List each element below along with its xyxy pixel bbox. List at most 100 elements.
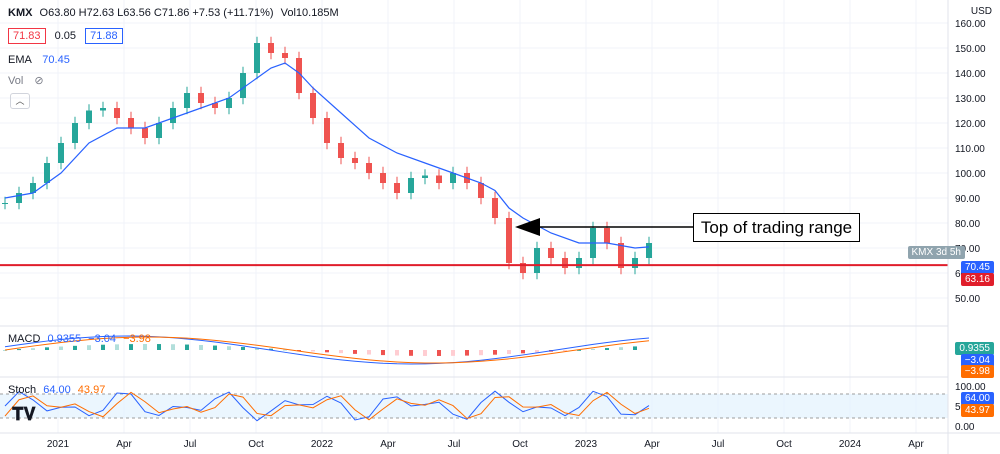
- candle-body: [212, 103, 218, 108]
- spread-value: 0.05: [54, 30, 77, 42]
- time-tick-label: Apr: [644, 439, 660, 450]
- ema-price-tag: 70.45: [960, 261, 994, 274]
- candle-body: [156, 123, 162, 138]
- time-tick-label: Jul: [712, 439, 725, 450]
- time-tick-label: Jul: [184, 439, 197, 450]
- buy-button[interactable]: 71.88: [85, 28, 123, 44]
- currency-label[interactable]: USD: [970, 6, 992, 17]
- stoch-k-tag: 64.00: [960, 392, 994, 405]
- macd-hist-tag: −3.98: [960, 365, 994, 378]
- ema-path: [4, 62, 650, 249]
- stoch-tick-label: 100.00: [955, 382, 986, 393]
- stoch-tick-label: 0.00: [955, 422, 975, 433]
- macd-histogram-bar: [381, 350, 385, 356]
- candle-body: [618, 243, 624, 268]
- sell-button[interactable]: 71.83: [8, 28, 46, 44]
- macd-histogram-bar: [465, 350, 469, 356]
- macd-histogram-bar: [325, 350, 329, 353]
- candle-body: [310, 93, 316, 118]
- candle-body: [16, 193, 22, 203]
- macd-histogram-bar: [353, 350, 357, 354]
- annotation-arrow: [515, 218, 693, 236]
- stoch-band: [0, 394, 948, 418]
- ema-legend[interactable]: EMA 70.45: [8, 54, 70, 66]
- macd-histogram-bar: [213, 345, 217, 350]
- candle-body: [128, 118, 134, 128]
- stoch-k-line: [4, 390, 650, 422]
- macd-histogram-bar: [521, 350, 525, 354]
- candle-body: [170, 108, 176, 123]
- macd-line: [4, 335, 650, 365]
- price-tick-label: 120.00: [955, 119, 986, 130]
- macd-histogram-bar: [423, 350, 427, 356]
- time-tick-label: 2022: [311, 439, 334, 450]
- candle-body: [646, 243, 652, 258]
- price-tick-label: 70.00: [955, 244, 980, 255]
- candle-body: [520, 263, 526, 273]
- macd-histogram-bar: [577, 349, 581, 351]
- macd-histogram-bar: [437, 350, 441, 356]
- candle-body: [30, 183, 36, 193]
- ema-line: [4, 62, 650, 249]
- candle-body: [380, 173, 386, 183]
- macd-histogram-bar: [255, 347, 259, 350]
- macd-legend[interactable]: MACD 0.9355 −3.04 −3.98: [8, 333, 151, 345]
- candle-body: [268, 43, 274, 53]
- time-tick-label: Oct: [248, 439, 264, 450]
- candle-body: [562, 258, 568, 268]
- candle-body: [254, 43, 260, 73]
- price-tick-label: 160.00: [955, 19, 986, 30]
- vol-label: Vol: [8, 75, 24, 87]
- price-tick-label: 50.00: [955, 294, 980, 305]
- candle-body: [100, 108, 106, 111]
- vol-legend[interactable]: Vol ⊘: [8, 74, 44, 87]
- stoch-pane: [0, 390, 948, 422]
- macd-histogram-bar: [17, 349, 21, 351]
- macd-histogram-bar: [339, 350, 343, 354]
- macd-histogram-bar: [157, 344, 161, 350]
- candle-body: [394, 183, 400, 193]
- macd-histogram-bar: [535, 350, 539, 353]
- macd-signal-value: −3.04: [88, 333, 117, 345]
- candle-body: [604, 228, 610, 243]
- candle-body: [198, 93, 204, 103]
- macd-histogram-bar: [45, 347, 49, 350]
- arrow-head: [515, 218, 540, 236]
- candle-body: [72, 123, 78, 143]
- macd-histogram-bar: [297, 350, 301, 351]
- macd-histogram-bar: [367, 350, 371, 355]
- stoch-label: Stoch: [8, 384, 37, 396]
- candle-body: [2, 203, 8, 204]
- macd-histogram-bar: [507, 350, 511, 355]
- stoch-k-value: 64.00: [43, 384, 71, 396]
- candle-body: [338, 143, 344, 158]
- macd-histogram-bar: [605, 348, 609, 350]
- macd-histogram-bar: [451, 350, 455, 356]
- candle-body: [44, 163, 50, 183]
- macd-hist-value: −3.98: [123, 333, 151, 345]
- macd-histogram-bar: [311, 350, 315, 352]
- macd-histogram-bar: [409, 350, 413, 356]
- candle-body: [506, 218, 512, 263]
- candle-body: [408, 178, 414, 193]
- macd-histogram-bar: [87, 345, 91, 350]
- candle-body: [142, 128, 148, 138]
- stoch-legend[interactable]: Stoch 64.00 43.97: [8, 384, 105, 396]
- support-price-tag: 63.16: [960, 273, 994, 286]
- candle-body: [114, 108, 120, 118]
- candle-body: [478, 183, 484, 198]
- eye-slash-icon[interactable]: ⊘: [34, 75, 44, 87]
- candle-body: [86, 110, 92, 123]
- macd-histogram-bar: [633, 346, 637, 350]
- price-tick-label: 80.00: [955, 219, 980, 230]
- macd-histogram-bar: [115, 344, 119, 350]
- stoch-d-tag: 43.97: [960, 404, 994, 417]
- macd-signal-line: [4, 336, 650, 364]
- collapse-legend-icon[interactable]: ︿: [10, 93, 30, 109]
- macd-histogram-bar: [73, 345, 77, 350]
- macd-histogram-bar: [241, 346, 245, 350]
- macd-histogram-bar: [269, 348, 273, 350]
- symbol-label: KMX: [8, 7, 33, 19]
